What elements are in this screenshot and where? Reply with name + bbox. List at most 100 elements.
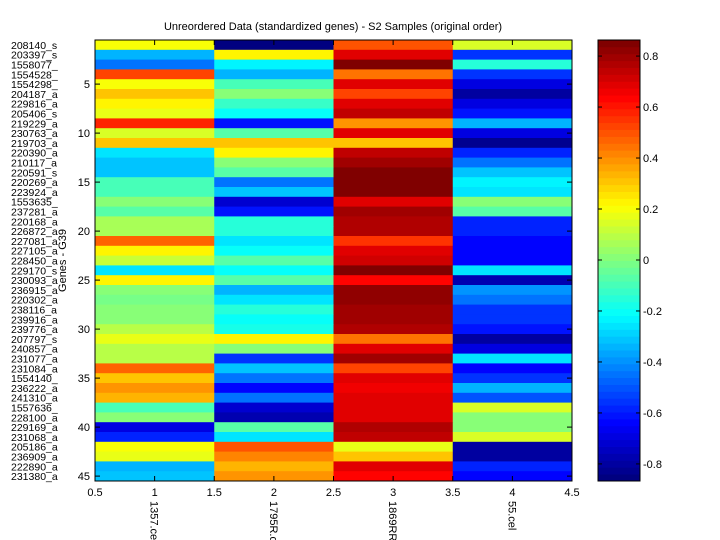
colorbar-level bbox=[598, 205, 640, 213]
colorbar-level bbox=[598, 329, 640, 337]
heatmap-cell bbox=[452, 373, 573, 384]
row-label: 241310_a bbox=[11, 393, 58, 405]
row-label: 236222_a bbox=[11, 383, 58, 395]
heatmap-cell bbox=[333, 343, 454, 354]
row-label: 1554528_ bbox=[11, 69, 58, 81]
heatmap-cell bbox=[452, 392, 573, 403]
row-label: 227081_a bbox=[11, 236, 58, 248]
heatmap-cell bbox=[95, 422, 215, 433]
heatmap-cell bbox=[95, 304, 215, 315]
heatmap-cell bbox=[452, 275, 573, 286]
y-tick-label: 35 bbox=[78, 373, 90, 385]
row-label: 205406_s bbox=[11, 109, 57, 121]
colorbar-level bbox=[598, 177, 640, 186]
heatmap-cell bbox=[452, 383, 573, 394]
x-tick-label: 2.5 bbox=[326, 487, 341, 499]
colorbar-level bbox=[598, 315, 640, 323]
heatmap-cell bbox=[452, 265, 573, 276]
heatmap-cell bbox=[214, 343, 334, 354]
heatmap-cell bbox=[95, 177, 215, 188]
heatmap-cell bbox=[95, 402, 215, 413]
heatmap-cell bbox=[95, 441, 215, 452]
heatmap-cell bbox=[214, 265, 334, 276]
heatmap-cell bbox=[214, 69, 334, 80]
heatmap-cell bbox=[452, 226, 573, 237]
column-label: 1795R.c bbox=[267, 501, 279, 540]
heatmap-cell bbox=[452, 324, 573, 335]
heatmap-cell bbox=[95, 373, 215, 384]
row-label: 203397_s bbox=[11, 50, 57, 62]
heatmap-cell bbox=[333, 314, 454, 325]
heatmap-cell bbox=[333, 275, 454, 286]
heatmap-cell bbox=[333, 412, 454, 423]
heatmap-cell bbox=[452, 108, 573, 119]
colorbar-level bbox=[598, 170, 640, 179]
heatmap-cell bbox=[214, 177, 334, 188]
row-label: 228100_a bbox=[11, 412, 58, 424]
row-label: 231380_a bbox=[11, 471, 58, 483]
x-tick-label: 4.5 bbox=[564, 487, 579, 499]
colorbar-level bbox=[598, 74, 640, 82]
heatmap-cell bbox=[333, 294, 454, 305]
y-tick-label: 5 bbox=[84, 79, 90, 91]
colorbar-level bbox=[598, 46, 640, 55]
heatmap-cell bbox=[333, 89, 454, 100]
colorbar-level bbox=[598, 281, 640, 289]
heatmap-cell bbox=[452, 89, 573, 100]
heatmap-cell bbox=[452, 118, 573, 129]
colorbar-level bbox=[598, 412, 640, 420]
heatmap-cell bbox=[333, 206, 454, 217]
heatmap-cell bbox=[333, 128, 454, 139]
heatmap-cell bbox=[214, 363, 334, 374]
heatmap-cell bbox=[214, 118, 334, 129]
heatmap-cell bbox=[95, 89, 215, 100]
row-label: 231077_a bbox=[11, 354, 58, 366]
heatmap-cell bbox=[95, 69, 215, 80]
heatmap-cell bbox=[214, 412, 334, 423]
heatmap-cell bbox=[214, 49, 334, 60]
heatmap-cell bbox=[95, 49, 215, 60]
y-tick-label: 20 bbox=[78, 226, 90, 238]
heatmap-cell bbox=[333, 432, 454, 443]
heatmap-cell bbox=[95, 255, 215, 266]
heatmap-cell bbox=[214, 236, 334, 247]
heatmap-cell bbox=[452, 432, 573, 443]
heatmap-cell bbox=[214, 314, 334, 325]
colorbar-level bbox=[598, 398, 640, 406]
colorbar-level bbox=[598, 391, 640, 399]
heatmap-cell bbox=[95, 196, 215, 207]
colorbar-level bbox=[598, 370, 640, 379]
colorbar-level bbox=[598, 274, 640, 282]
heatmap-cell bbox=[95, 343, 215, 354]
y-axis-ticks: 5 10 15 20 25 30 35 40 45 bbox=[78, 79, 572, 483]
heatmap-cell bbox=[452, 334, 573, 345]
colorbar-tick-label: 0.8 bbox=[643, 51, 658, 63]
heatmap-cell bbox=[333, 451, 454, 462]
row-label: 236909_a bbox=[11, 452, 58, 464]
row-label: 239916_a bbox=[11, 314, 58, 326]
heatmap-cell bbox=[214, 392, 334, 403]
colorbar-tick-label: -0.6 bbox=[643, 408, 662, 420]
heatmap-cell bbox=[214, 373, 334, 384]
heatmap-cell bbox=[333, 157, 454, 168]
heatmap-cell bbox=[214, 294, 334, 305]
colorbar-level bbox=[598, 288, 640, 296]
colorbar-tick-label: 0.2 bbox=[643, 204, 658, 216]
colorbar-tick-label: -0.4 bbox=[643, 357, 662, 369]
colorbar-level bbox=[598, 356, 640, 365]
colorbar-level bbox=[598, 60, 640, 68]
heatmap-cell bbox=[452, 343, 573, 354]
heatmap-cell bbox=[333, 353, 454, 364]
heatmap-cell bbox=[333, 265, 454, 276]
heatmap-cell bbox=[95, 285, 215, 296]
row-label: 227105_a bbox=[11, 246, 58, 258]
row-label: 205186_a bbox=[11, 442, 58, 454]
heatmap-cell bbox=[333, 285, 454, 296]
row-label: 229170_s bbox=[11, 265, 57, 277]
row-label: 1557636_ bbox=[11, 403, 58, 415]
heatmap-cell bbox=[214, 461, 334, 472]
row-label: 236915_a bbox=[11, 285, 58, 297]
heatmap-cell bbox=[95, 206, 215, 217]
row-label: 1553635_ bbox=[11, 197, 58, 209]
